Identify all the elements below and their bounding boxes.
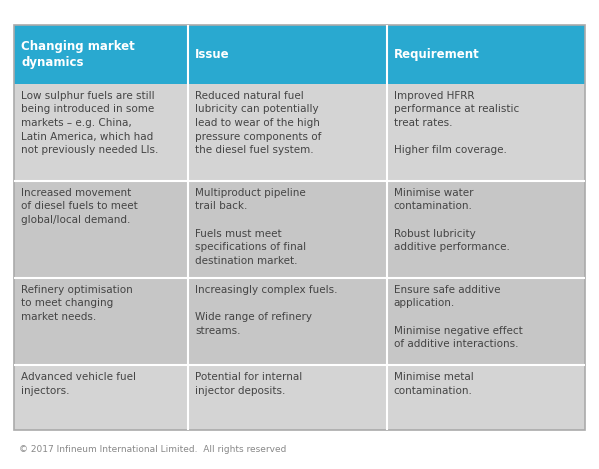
Bar: [387, 278, 585, 365]
Bar: [14, 25, 188, 84]
Text: Multiproduct pipeline
trail back.

Fuels must meet
specifications of final
desti: Multiproduct pipeline trail back. Fuels …: [195, 188, 306, 266]
Text: © 2017 Infineum International Limited.  All rights reserved: © 2017 Infineum International Limited. A…: [19, 445, 286, 454]
Text: Advanced vehicle fuel
injectors.: Advanced vehicle fuel injectors.: [21, 372, 136, 396]
Text: Refinery optimisation
to meet changing
market needs.: Refinery optimisation to meet changing m…: [21, 285, 133, 322]
Bar: [188, 84, 387, 181]
Bar: [14, 25, 585, 430]
Text: Minimise metal
contamination.: Minimise metal contamination.: [394, 372, 474, 396]
Text: Minimise water
contamination.

Robust lubricity
additive performance.: Minimise water contamination. Robust lub…: [394, 188, 510, 252]
Bar: [387, 365, 585, 430]
Text: Reduced natural fuel
lubricity can potentially
lead to wear of the high
pressure: Reduced natural fuel lubricity can poten…: [195, 91, 322, 155]
Bar: [188, 365, 387, 430]
Text: Issue: Issue: [195, 48, 230, 61]
Bar: [188, 25, 387, 84]
Bar: [14, 278, 188, 365]
Text: Improved HFRR
performance at realistic
treat rates.

Higher film coverage.: Improved HFRR performance at realistic t…: [394, 91, 519, 155]
Bar: [387, 25, 585, 84]
Text: Low sulphur fuels are still
being introduced in some
markets – e.g. China,
Latin: Low sulphur fuels are still being introd…: [21, 91, 158, 155]
Bar: [14, 181, 188, 278]
Bar: [14, 365, 188, 430]
Text: Ensure safe additive
application.

Minimise negative effect
of additive interact: Ensure safe additive application. Minimi…: [394, 285, 522, 349]
Text: Requirement: Requirement: [394, 48, 480, 61]
Bar: [188, 278, 387, 365]
Text: Changing market
dynamics: Changing market dynamics: [21, 40, 135, 69]
Bar: [387, 181, 585, 278]
Bar: [387, 84, 585, 181]
Bar: [188, 181, 387, 278]
Text: Potential for internal
injector deposits.: Potential for internal injector deposits…: [195, 372, 302, 396]
Bar: [14, 84, 188, 181]
Text: Increased movement
of diesel fuels to meet
global/local demand.: Increased movement of diesel fuels to me…: [21, 188, 138, 225]
Text: Increasingly complex fuels.

Wide range of refinery
streams.: Increasingly complex fuels. Wide range o…: [195, 285, 338, 336]
